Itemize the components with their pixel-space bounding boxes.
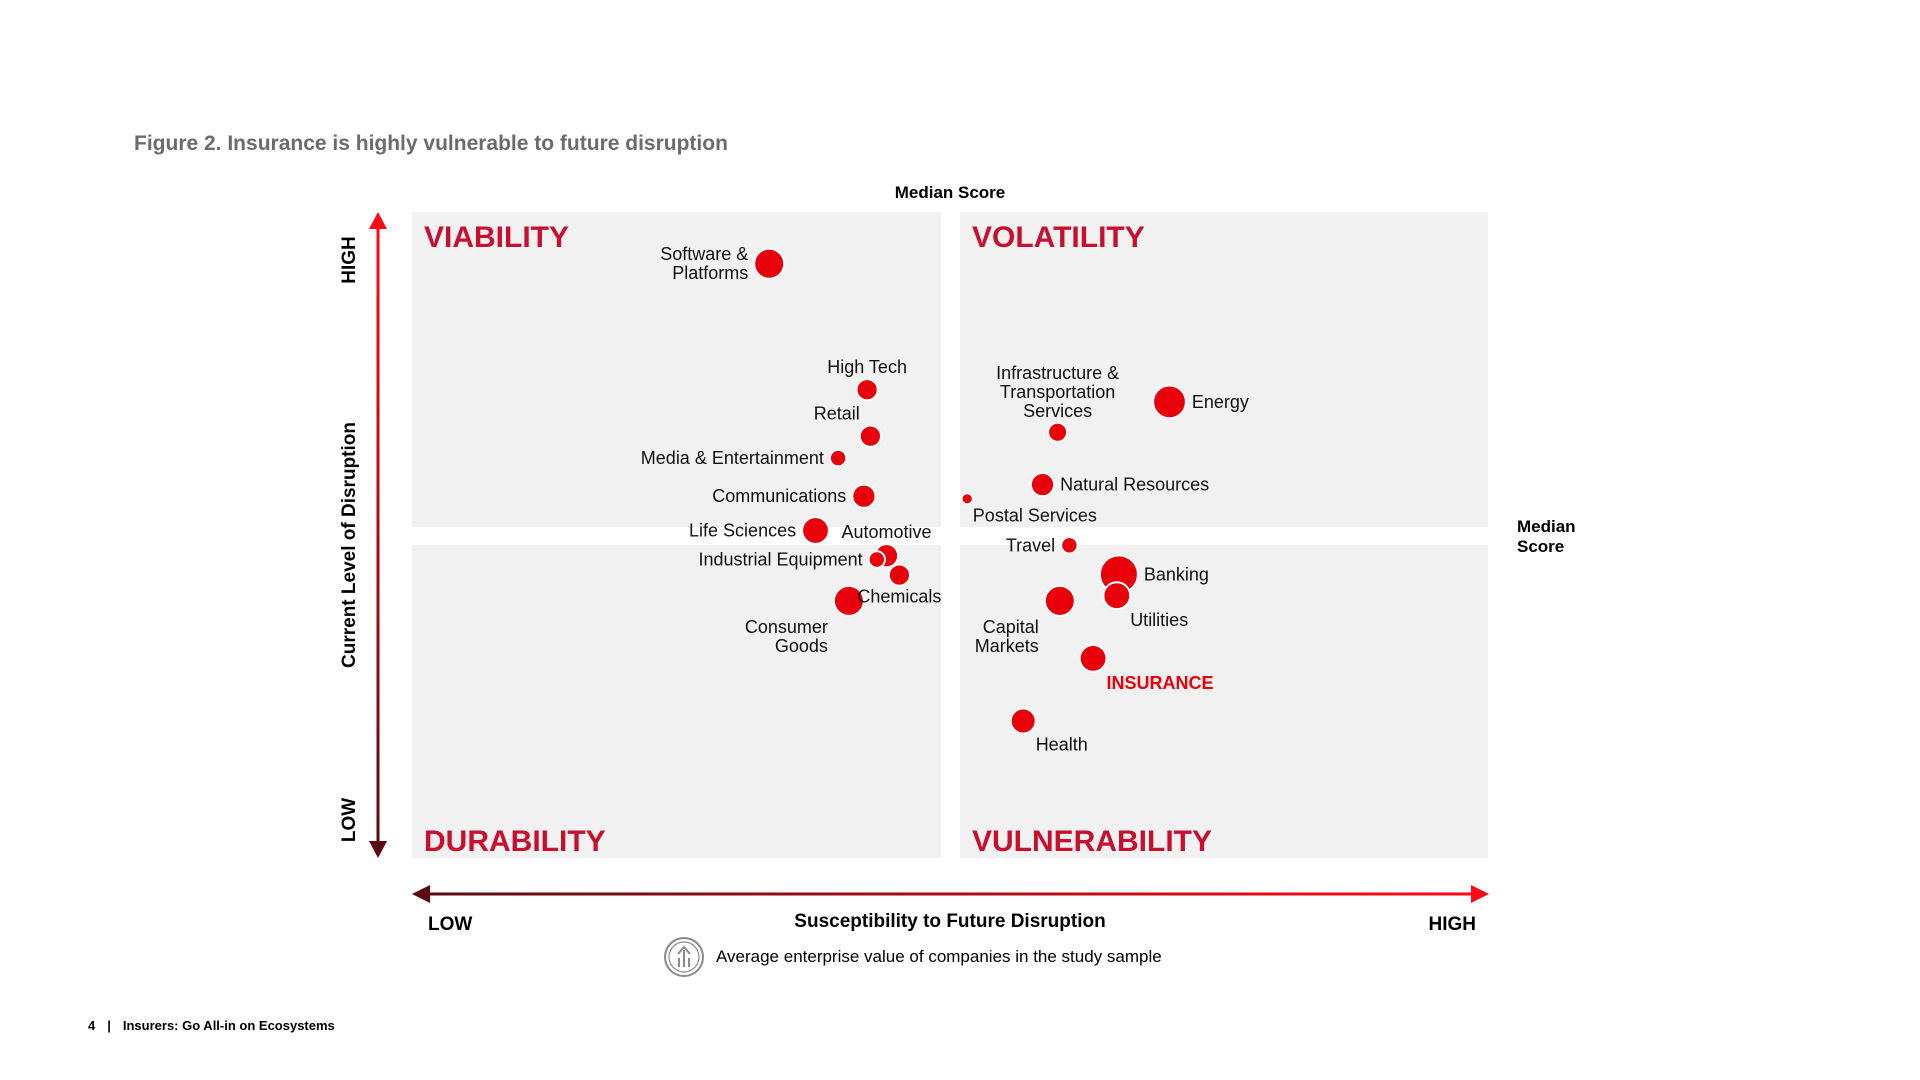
median-score-label-right-line2: Score: [1517, 537, 1564, 556]
bubble-label-line: Platforms: [672, 263, 748, 283]
bubble-label-line: INSURANCE: [1107, 673, 1214, 693]
bubble-label-line: Automotive: [841, 522, 931, 542]
bubble-label-line: Communications: [712, 486, 846, 506]
quadrant-bg-bottom-right: [960, 545, 1488, 858]
bubble-label-high-tech: High Tech: [827, 357, 907, 377]
bubble-insurance: [1078, 644, 1108, 673]
x-axis-arrow-left: [412, 885, 430, 903]
bubble-label-line: Utilities: [1130, 610, 1188, 630]
bubble-media-entertainment: [828, 448, 848, 468]
bubble-label-capital-markets: Capital Markets: [975, 617, 1039, 656]
bubble-label-line: Capital: [983, 617, 1039, 637]
bubble-label-layer: Banking Energy Software & Platforms Consumer…: [641, 244, 1249, 754]
bubble-natural-resources: [1029, 472, 1056, 498]
bubble-health: [1009, 707, 1037, 735]
bubble-label-industrial-equipment: Industrial Equipment: [699, 550, 863, 570]
bubble-postal-services: [960, 492, 974, 506]
quadrant-label-viability: VIABILITY: [424, 221, 569, 254]
bubble-software-platforms: [753, 247, 786, 280]
x-axis-high-label: HIGH: [1429, 914, 1477, 935]
x-axis-title: Susceptibility to Future Disruption: [794, 911, 1105, 932]
bubble-label-line: Media & Entertainment: [641, 448, 824, 468]
bubble-label-health: Health: [1036, 735, 1088, 755]
bubble-label-line: Infrastructure &: [996, 363, 1119, 383]
quadrant-label-durability: DURABILITY: [424, 825, 606, 858]
bubble-label-life-sciences: Life Sciences: [689, 521, 796, 541]
quadrant-bg-top-left: [412, 212, 941, 527]
y-axis-low-label: LOW: [339, 798, 360, 842]
bubble-infrastructure-transportation-services: [1047, 421, 1069, 443]
bubble-label-line: Postal Services: [973, 505, 1097, 525]
bubble-label-energy: Energy: [1192, 392, 1249, 412]
y-axis-arrow-up: [369, 212, 387, 229]
x-axis-low-label: LOW: [428, 914, 472, 935]
x-axis-arrow-right: [1471, 885, 1489, 903]
bubble-industrial-equipment: [867, 550, 886, 569]
bubble-label-infrastructure-transportation-services: Infrastructure & Transportation Services: [996, 363, 1119, 421]
bubble-label-media-entertainment: Media & Entertainment: [641, 448, 824, 468]
bubble-label-natural-resources: Natural Resources: [1060, 475, 1209, 495]
bubble-chemicals: [887, 563, 912, 587]
bubble-label-retail: Retail: [814, 404, 860, 424]
bubble-consumer-goods: [832, 584, 865, 617]
page-number: 4: [88, 1018, 96, 1033]
median-dividers: [412, 212, 1488, 858]
size-legend-text: Average enterprise value of companies in…: [716, 947, 1162, 966]
size-legend: Average enterprise value of companies in…: [664, 937, 1162, 977]
bubble-label-line: Life Sciences: [689, 521, 796, 541]
y-axis-arrow-down: [369, 841, 387, 858]
bubble-label-line: Goods: [775, 636, 828, 656]
bubble-label-line: Chemicals: [857, 587, 941, 607]
bubble-label-line: High Tech: [827, 357, 907, 377]
bubble-label-communications: Communications: [712, 486, 846, 506]
coin-growth-icon: [664, 937, 704, 977]
bubble-layer: [753, 247, 1187, 735]
y-axis-line: [376, 224, 380, 846]
bubble-communications: [851, 483, 877, 509]
bubble-label-chemicals: Chemicals: [857, 587, 941, 607]
bubble-life-sciences: [801, 516, 830, 545]
bubble-energy: [1152, 384, 1187, 420]
x-axis: LOW HIGH Susceptibility to Future Disrup…: [412, 885, 1489, 935]
bubble-utilities: [1102, 581, 1132, 611]
bubble-label-line: Natural Resources: [1060, 475, 1209, 495]
bubble-label-line: Markets: [975, 636, 1039, 656]
bubble-capital-markets: [1043, 584, 1076, 617]
bubble-label-line: Retail: [814, 404, 860, 424]
figure-title: Figure 2. Insurance is highly vulnerable…: [134, 132, 728, 155]
y-axis: HIGH LOW Current Level of Disruption: [339, 212, 387, 858]
bubble-label-consumer-goods: Consumer Goods: [745, 617, 828, 656]
bubble-label-line: Travel: [1006, 535, 1055, 555]
median-score-label-top: Median Score: [895, 183, 1006, 202]
bubble-label-banking: Banking: [1144, 564, 1209, 584]
bubble-high-tech: [855, 378, 879, 402]
bubble-label-line: Services: [1023, 401, 1092, 421]
bubble-label-line: Software &: [660, 244, 748, 264]
page-footer: 4 | Insurers: Go All-in on Ecosystems: [88, 1018, 335, 1033]
bubble-label-travel: Travel: [1006, 535, 1055, 555]
y-axis-high-label: HIGH: [339, 236, 360, 284]
median-score-label-right-line1: Median: [1517, 517, 1576, 536]
quadrant-label-volatility: VOLATILITY: [972, 221, 1145, 254]
y-axis-title: Current Level of Disruption: [339, 422, 360, 668]
bubble-label-insurance: INSURANCE: [1107, 673, 1214, 693]
bubble-label-utilities: Utilities: [1130, 610, 1188, 630]
footer-separator: |: [107, 1018, 111, 1033]
bubble-label-line: Industrial Equipment: [699, 550, 863, 570]
bubble-travel: [1060, 536, 1079, 555]
bubble-label-line: Transportation: [1000, 382, 1115, 402]
bubble-label-line: Consumer: [745, 617, 828, 637]
footer-doc-title: Insurers: Go All-in on Ecosystems: [122, 1018, 335, 1033]
bubble-label-line: Banking: [1144, 564, 1209, 584]
bubble-label-software-platforms: Software & Platforms: [660, 244, 748, 283]
x-axis-line: [425, 892, 1477, 896]
bubble-label-line: Health: [1036, 735, 1088, 755]
bubble-label-line: Energy: [1192, 392, 1249, 412]
bubble-label-automotive: Automotive: [841, 522, 931, 542]
quadrant-label-vulnerability: VULNERABILITY: [972, 825, 1212, 858]
bubble-retail: [858, 424, 883, 448]
bubble-label-postal-services: Postal Services: [973, 505, 1097, 525]
